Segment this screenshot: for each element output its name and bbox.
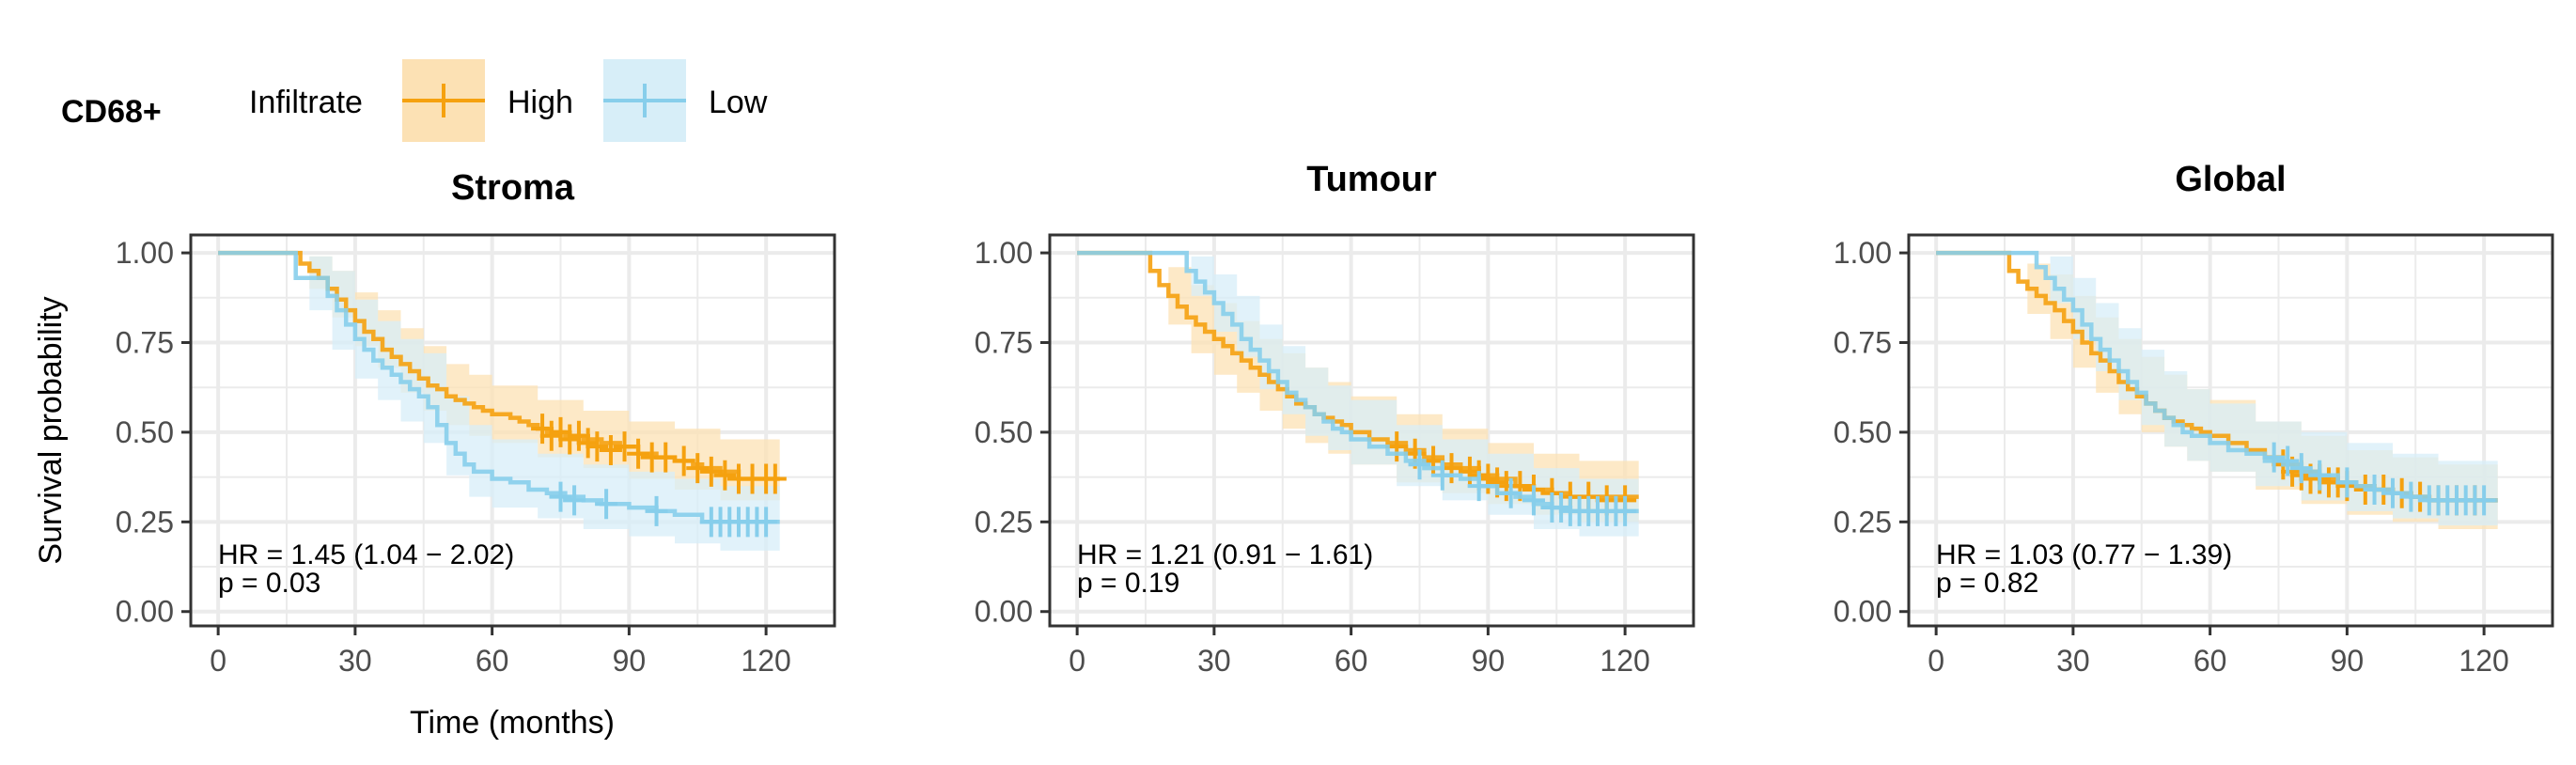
legend-title: Infiltrate <box>249 85 363 120</box>
y-tick-label: 0.25 <box>1834 505 1892 539</box>
panel-title: Tumour <box>1306 160 1437 199</box>
panel-frame <box>189 233 836 628</box>
censor-mark <box>2308 460 2332 491</box>
y-tick-label: 0.75 <box>975 325 1033 359</box>
censor-mark <box>585 431 609 462</box>
censor-mark <box>2473 485 2496 516</box>
y-tick-label: 0.25 <box>116 505 174 539</box>
censor-marks-low <box>1408 449 1637 526</box>
y-tick-label: 1.00 <box>1834 236 1892 270</box>
x-tick-label: 30 <box>1197 644 1231 678</box>
y-tick-label: 0.50 <box>975 415 1033 449</box>
x-tick-label: 120 <box>2459 644 2508 678</box>
y-tick-label: 0.00 <box>975 595 1033 629</box>
p-value-annotation: p = 0.03 <box>218 568 320 599</box>
x-tick-label: 0 <box>1069 644 1085 678</box>
ci-band-low <box>1936 253 2498 529</box>
censor-mark <box>755 507 778 538</box>
x-tick-label: 0 <box>1928 644 1944 678</box>
censor-mark <box>627 438 650 469</box>
y-tick-label: 1.00 <box>975 236 1033 270</box>
censor-mark <box>2399 481 2423 512</box>
censor-mark <box>1408 449 1431 480</box>
censor-mark <box>645 495 668 526</box>
x-tick-label: 0 <box>210 644 226 678</box>
censor-mark <box>563 485 586 516</box>
x-tick-label: 60 <box>1335 644 1368 678</box>
censor-marks-high <box>531 414 787 494</box>
panel-frame <box>1048 233 1695 628</box>
x-tick-label: 120 <box>1600 644 1649 678</box>
censor-mark <box>672 445 695 476</box>
legend-label-high: High <box>507 85 573 120</box>
censor-mark <box>613 431 636 462</box>
y-tick-label: 0.75 <box>116 325 174 359</box>
censor-mark <box>595 489 618 520</box>
x-axis-title: Time (months) <box>410 705 615 741</box>
x-tick-label: 90 <box>613 644 647 678</box>
x-tick-label: 120 <box>741 644 790 678</box>
censor-mark <box>1499 477 1522 508</box>
censor-marks-low <box>2262 442 2496 516</box>
censor-mark <box>2381 477 2404 508</box>
x-tick-label: 30 <box>2056 644 2090 678</box>
censor-mark <box>686 453 710 484</box>
x-tick-label: 90 <box>1472 644 1506 678</box>
legend-entry-high: High <box>402 59 573 142</box>
censor-mark <box>699 456 723 487</box>
censor-mark <box>2335 467 2359 498</box>
x-tick-label: 30 <box>338 644 372 678</box>
km-curve-low <box>218 250 780 524</box>
censor-mark <box>1430 460 1454 491</box>
ci-band-low <box>218 253 780 554</box>
p-value-annotation: p = 0.19 <box>1077 568 1179 599</box>
y-tick-label: 1.00 <box>116 236 174 270</box>
grid <box>1909 235 2553 626</box>
y-tick-label: 0.25 <box>975 505 1033 539</box>
hr-annotation: HR = 1.45 (1.04 − 2.02) <box>218 539 514 570</box>
y-axis-title: Survival probability <box>33 296 69 564</box>
censor-mark <box>599 434 622 465</box>
x-tick-label: 60 <box>476 644 509 678</box>
y-tick-label: 0.00 <box>116 595 174 629</box>
hr-annotation: HR = 1.03 (0.77 − 1.39) <box>1936 539 2232 570</box>
censor-mark <box>1467 471 1491 502</box>
legend-group-label: CD68+ <box>61 94 162 130</box>
y-tick-label: 0.50 <box>116 415 174 449</box>
censor-mark <box>2289 453 2313 484</box>
x-tick-label: 90 <box>2331 644 2365 678</box>
censor-mark <box>2363 474 2386 505</box>
panel-title: Global <box>2175 160 2286 199</box>
panel-title: Stroma <box>451 168 575 208</box>
censor-mark <box>1522 485 1545 516</box>
p-value-annotation: p = 0.82 <box>1936 568 2038 599</box>
censor-mark <box>549 481 572 512</box>
censor-marks-low <box>549 481 778 538</box>
censor-mark <box>2276 445 2300 476</box>
panel-global: Global 0.00 0.25 0.50 0.75 1.00 0 30 60 90 120 HR =… <box>1834 160 2554 678</box>
panel-frame <box>1907 233 2554 628</box>
censor-mark <box>654 442 678 473</box>
hr-annotation: HR = 1.21 (0.91 − 1.61) <box>1077 539 1373 570</box>
censor-mark <box>763 463 787 494</box>
y-tick-label: 0.50 <box>1834 415 1892 449</box>
censor-mark <box>1614 495 1637 526</box>
legend-label-low: Low <box>709 85 768 120</box>
panel-tumour: Tumour 0.00 0.25 0.50 0.75 1.00 0 30 60 90 120 HR =… <box>975 160 1695 678</box>
censor-mark <box>713 460 737 491</box>
panel-stroma: Stroma 0.00 0.25 0.50 0.75 1.00 0 30 60 90 120 HR =… <box>116 168 836 678</box>
legend: CD68+ Infiltrate High Low <box>61 59 768 142</box>
x-tick-label: 60 <box>2194 644 2227 678</box>
legend-entry-low: Low <box>603 59 768 142</box>
y-tick-label: 0.75 <box>1834 325 1892 359</box>
censor-mark <box>2262 442 2286 473</box>
y-tick-label: 0.00 <box>1834 595 1892 629</box>
